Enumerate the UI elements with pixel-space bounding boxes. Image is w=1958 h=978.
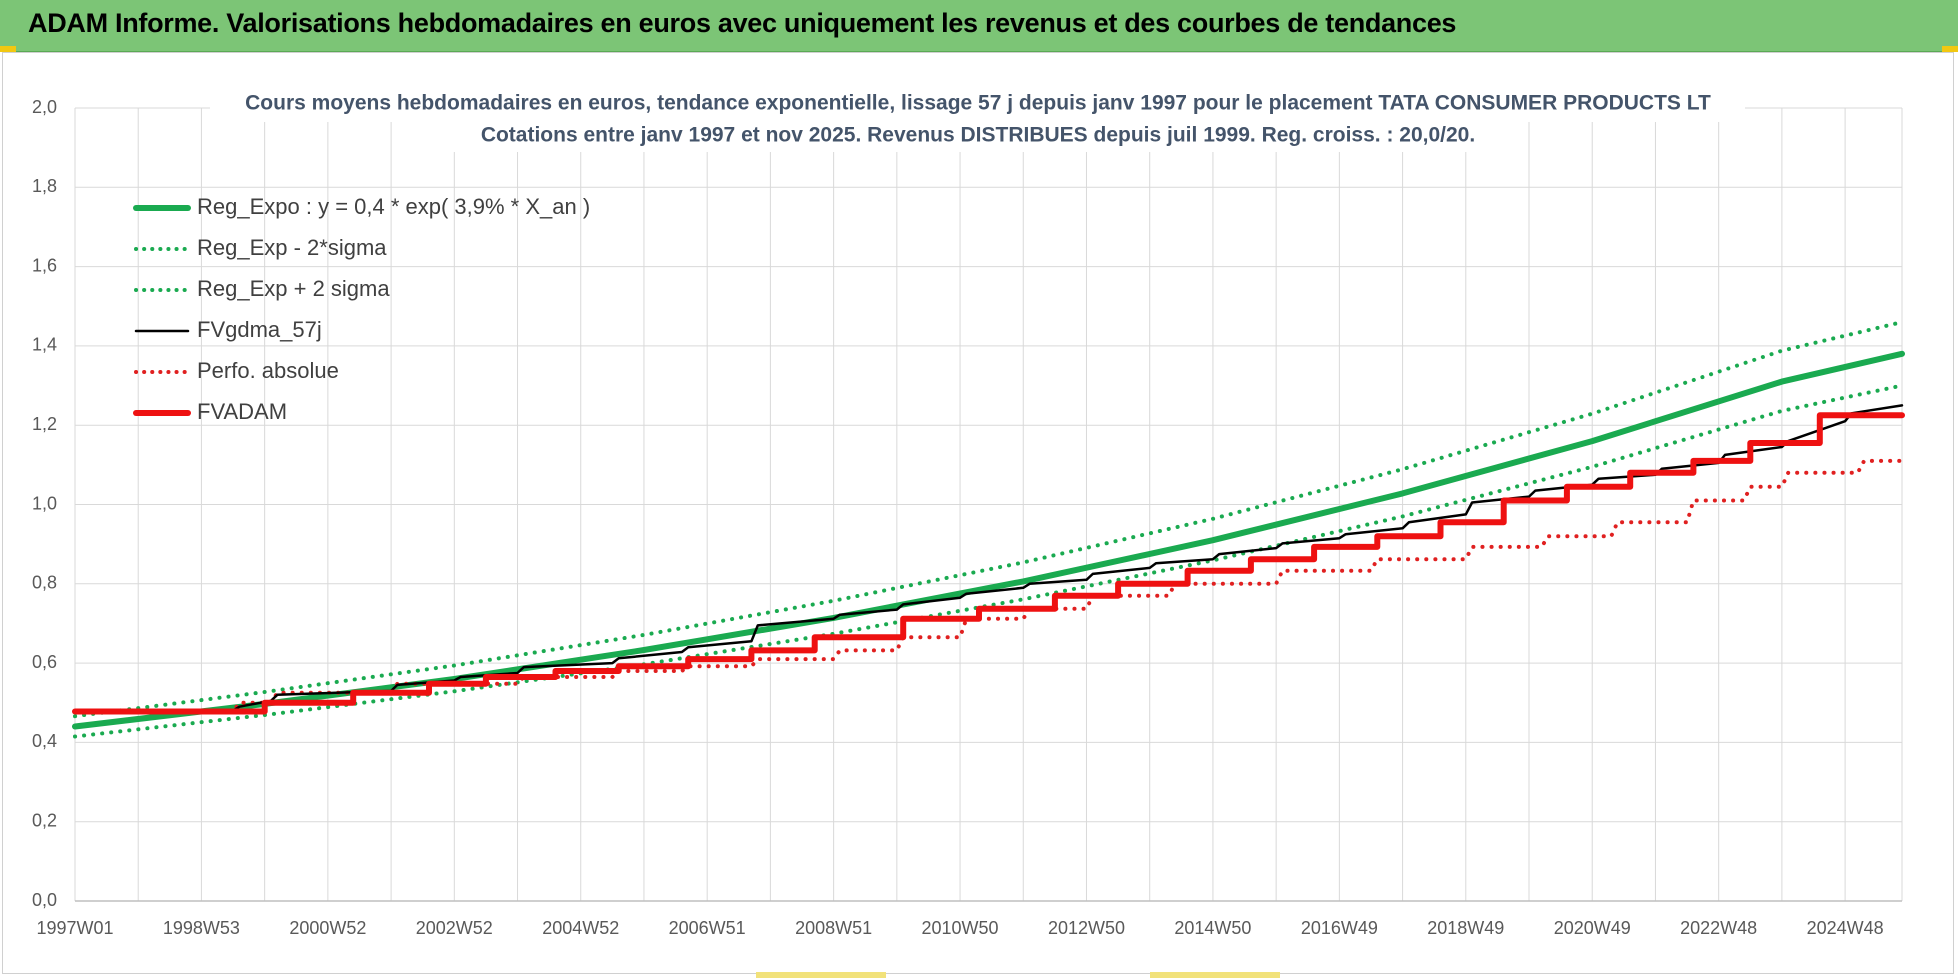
x-tick-label: 1997W01 (36, 918, 113, 938)
series-line-0 (72, 350, 1905, 730)
legend-label-4: Perfo. absolue (197, 358, 339, 383)
chart-subtitle: Cotations entre janv 1997 et nov 2025. R… (481, 124, 1475, 147)
chart-subtitle-background (452, 120, 1502, 152)
y-tick-label: 0,2 (32, 810, 57, 830)
x-tick-label: 1998W53 (163, 918, 240, 938)
legend-label-3: FVgdma_57j (197, 317, 322, 342)
x-tick-label: 2004W52 (542, 918, 619, 938)
chart-grid (74, 107, 1903, 902)
bottom-tab-marker-1 (756, 972, 886, 978)
chart-title-background (210, 86, 1745, 122)
x-tick-label: 2020W49 (1554, 918, 1631, 938)
x-tick-label: 2016W49 (1301, 918, 1378, 938)
series-line-3 (73, 404, 1904, 714)
x-tick-label: 2006W51 (669, 918, 746, 938)
x-tick-label: 2018W49 (1427, 918, 1504, 938)
chart-legend: Reg_Expo : y = 0,4 * exp( 3,9% * X_an ) R… (133, 194, 590, 424)
series-line-2 (73, 320, 1904, 719)
report-title: ADAM Informe. Valorisations hebdomadaire… (28, 8, 1457, 38)
y-tick-label: 0,0 (32, 890, 57, 910)
x-tick-label: 2022W48 (1680, 918, 1757, 938)
x-tick-label: 2024W48 (1807, 918, 1884, 938)
y-tick-label: 1,6 (32, 255, 57, 275)
y-tick-label: 2,0 (32, 97, 57, 117)
x-tick-label: 2014W50 (1174, 918, 1251, 938)
chart-axes: 0,0 0,2 0,4 0,6 0,8 1,0 1,2 1,4 1,6 1,8 2,0 1997W01… (32, 97, 1902, 938)
chart-area-border (2, 52, 1954, 974)
series-line-4 (73, 458, 1904, 714)
x-tick-label: 2012W50 (1048, 918, 1125, 938)
y-tick-label: 1,4 (32, 335, 57, 355)
legend-label-5: FVADAM (197, 399, 287, 424)
chart-title: Cours moyens hebdomadaires en euros, ten… (245, 92, 1711, 115)
x-tick-label: 2010W50 (922, 918, 999, 938)
y-tick-label: 1,8 (32, 176, 57, 196)
y-tick-label: 0,6 (32, 652, 57, 672)
report-banner: ADAM Informe. Valorisations hebdomadaire… (0, 0, 1958, 52)
x-tick-label: 2000W52 (289, 918, 366, 938)
corner-marker-left (0, 46, 16, 52)
y-tick-label: 0,4 (32, 731, 57, 751)
x-tick-label: 2002W52 (416, 918, 493, 938)
legend-label-0: Reg_Expo : y = 0,4 * exp( 3,9% * X_an ) (197, 194, 590, 219)
series-line-1 (73, 383, 1904, 739)
bottom-tab-marker-2 (1150, 972, 1280, 978)
y-tick-label: 1,2 (32, 414, 57, 434)
series-line-5 (72, 412, 1905, 715)
y-tick-label: 1,0 (32, 493, 57, 513)
legend-label-1: Reg_Exp - 2*sigma (197, 235, 387, 260)
legend-label-2: Reg_Exp + 2 sigma (197, 276, 390, 301)
x-tick-label: 2008W51 (795, 918, 872, 938)
corner-marker-right (1942, 46, 1958, 52)
y-tick-label: 0,8 (32, 573, 57, 593)
chart-series (72, 320, 1905, 739)
